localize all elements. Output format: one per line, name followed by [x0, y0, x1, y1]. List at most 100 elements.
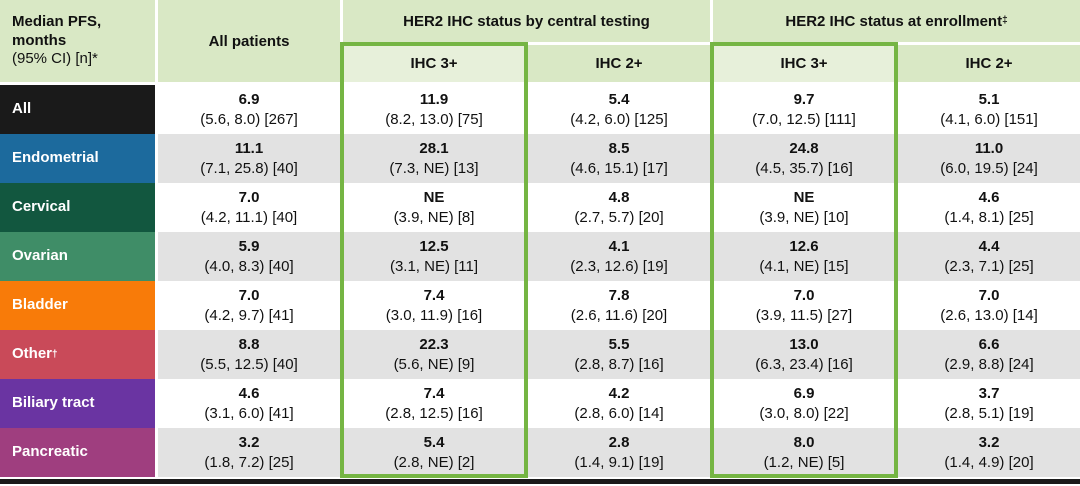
- subheader-enrollment-ihc2: IHC 2+: [898, 45, 1080, 85]
- median-value: 5.5: [608, 335, 630, 353]
- ci-n-value: (3.9, NE) [8]: [393, 208, 475, 226]
- row-label-text: Bladder: [12, 296, 68, 314]
- ci-n-value: (1.4, 9.1) [19]: [574, 453, 664, 471]
- ci-n-value: (5.6, NE) [9]: [393, 355, 475, 373]
- cell-all-col2: 11.9 (8.2, 13.0) [75]: [343, 85, 525, 134]
- cell-endometrial-col3: 8.5 (4.6, 15.1) [17]: [528, 134, 710, 183]
- median-value: 5.4: [423, 433, 445, 451]
- subheader-central-ihc3: IHC 3+: [343, 45, 525, 85]
- row-label-pancreatic: Pancreatic: [0, 428, 155, 477]
- ci-n-value: (1.4, 4.9) [20]: [944, 453, 1034, 471]
- cell-ovarian-col3: 4.1 (2.3, 12.6) [19]: [528, 232, 710, 281]
- cell-pancreatic-col4: 8.0 (1.2, NE) [5]: [713, 428, 895, 477]
- ci-n-value: (7.1, 25.8) [40]: [200, 159, 298, 177]
- ci-n-value: (4.1, NE) [15]: [759, 257, 849, 275]
- median-value: 4.1: [608, 237, 630, 255]
- median-value: 2.8: [608, 433, 630, 451]
- header-all-patients: All patients: [158, 0, 340, 85]
- median-value: 4.6: [238, 384, 260, 402]
- median-value: 11.0: [974, 139, 1004, 157]
- cell-biliary-tract-col2: 7.4 (2.8, 12.5) [16]: [343, 379, 525, 428]
- cell-cervical-col5: 4.6 (1.4, 8.1) [25]: [898, 183, 1080, 232]
- ci-n-value: (8.2, 13.0) [75]: [385, 110, 483, 128]
- ci-n-value: (7.0, 12.5) [111]: [752, 110, 856, 128]
- median-value: 3.7: [978, 384, 1000, 402]
- median-value: 24.8: [789, 139, 819, 157]
- median-value: 22.3: [419, 335, 449, 353]
- cell-other-col4: 13.0 (6.3, 23.4) [16]: [713, 330, 895, 379]
- ci-n-value: (6.3, 23.4) [16]: [755, 355, 853, 373]
- subheader-enrollment-ihc3-label: IHC 3+: [780, 55, 828, 72]
- cell-all-col3: 5.4 (4.2, 6.0) [125]: [528, 85, 710, 134]
- median-value: 6.9: [793, 384, 815, 402]
- ci-n-value: (2.3, 12.6) [19]: [570, 257, 668, 275]
- ci-n-value: (1.4, 8.1) [25]: [944, 208, 1034, 226]
- cell-endometrial-col5: 11.0 (6.0, 19.5) [24]: [898, 134, 1080, 183]
- ci-n-value: (5.5, 12.5) [40]: [200, 355, 298, 373]
- cell-cervical-col2: NE (3.9, NE) [8]: [343, 183, 525, 232]
- cell-pancreatic-col3: 2.8 (1.4, 9.1) [19]: [528, 428, 710, 477]
- median-value: 4.8: [608, 188, 630, 206]
- ci-n-value: (3.9, 11.5) [27]: [755, 306, 853, 324]
- median-value: 11.1: [234, 139, 264, 157]
- cell-endometrial-col2: 28.1 (7.3, NE) [13]: [343, 134, 525, 183]
- row-label-text: All: [12, 100, 32, 118]
- ci-n-value: (4.5, 35.7) [16]: [755, 159, 853, 177]
- median-value: 6.6: [978, 335, 1000, 353]
- table-bottom-border: [0, 479, 1080, 484]
- row-label-cervical: Cervical: [0, 183, 155, 232]
- median-value: 9.7: [793, 90, 815, 108]
- median-value: 11.9: [419, 90, 449, 108]
- table-corner-header: Median PFS, months (95% CI) [n]*: [0, 0, 155, 85]
- cell-endometrial-col4: 24.8 (4.5, 35.7) [16]: [713, 134, 895, 183]
- cell-ovarian-col1: 5.9 (4.0, 8.3) [40]: [158, 232, 340, 281]
- cell-bladder-col2: 7.4 (3.0, 11.9) [16]: [343, 281, 525, 330]
- ci-n-value: (4.2, 9.7) [41]: [204, 306, 294, 324]
- median-value: 7.4: [423, 286, 445, 304]
- median-value: 8.8: [238, 335, 260, 353]
- subheader-enrollment-ihc2-label: IHC 2+: [965, 55, 1013, 72]
- subheader-central-ihc2: IHC 2+: [528, 45, 710, 85]
- median-value: NE: [793, 188, 815, 206]
- cell-bladder-col4: 7.0 (3.9, 11.5) [27]: [713, 281, 895, 330]
- ci-n-value: (3.1, NE) [11]: [389, 257, 479, 275]
- median-value: 4.2: [608, 384, 630, 402]
- header-all-patients-label: All patients: [208, 32, 290, 50]
- row-label-text: Endometrial: [12, 149, 99, 167]
- cell-all-col1: 6.9 (5.6, 8.0) [267]: [158, 85, 340, 134]
- ci-n-value: (4.2, 6.0) [125]: [570, 110, 668, 128]
- cell-other-col3: 5.5 (2.8, 8.7) [16]: [528, 330, 710, 379]
- corner-header-line3: (95% CI) [n]*: [12, 50, 98, 68]
- subheader-central-ihc2-label: IHC 2+: [595, 55, 643, 72]
- median-value: 7.8: [608, 286, 630, 304]
- ci-n-value: (7.3, NE) [13]: [389, 159, 479, 177]
- row-label-text: Cervical: [12, 198, 71, 216]
- cell-other-col1: 8.8 (5.5, 12.5) [40]: [158, 330, 340, 379]
- cell-other-col5: 6.6 (2.9, 8.8) [24]: [898, 330, 1080, 379]
- ci-n-value: (2.3, 7.1) [25]: [944, 257, 1034, 275]
- ci-n-value: (4.6, 15.1) [17]: [570, 159, 668, 177]
- median-value: 13.0: [789, 335, 819, 353]
- median-value: 5.9: [238, 237, 260, 255]
- cell-biliary-tract-col3: 4.2 (2.8, 6.0) [14]: [528, 379, 710, 428]
- ci-n-value: (2.6, 11.6) [20]: [570, 306, 668, 324]
- ci-n-value: (1.8, 7.2) [25]: [204, 453, 294, 471]
- median-value: 7.0: [238, 286, 260, 304]
- median-value: 8.0: [793, 433, 815, 451]
- cell-ovarian-col5: 4.4 (2.3, 7.1) [25]: [898, 232, 1080, 281]
- ci-n-value: (3.1, 6.0) [41]: [204, 404, 294, 422]
- corner-header-line2: months: [12, 31, 67, 49]
- cell-cervical-col4: NE (3.9, NE) [10]: [713, 183, 895, 232]
- cell-ovarian-col2: 12.5 (3.1, NE) [11]: [343, 232, 525, 281]
- row-label-endometrial: Endometrial: [0, 134, 155, 183]
- ci-n-value: (2.8, 8.7) [16]: [574, 355, 664, 373]
- median-value: 12.5: [419, 237, 449, 255]
- ci-n-value: (6.0, 19.5) [24]: [940, 159, 1038, 177]
- cell-all-col4: 9.7 (7.0, 12.5) [111]: [713, 85, 895, 134]
- cell-bladder-col1: 7.0 (4.2, 9.7) [41]: [158, 281, 340, 330]
- cell-biliary-tract-col4: 6.9 (3.0, 8.0) [22]: [713, 379, 895, 428]
- cell-all-col5: 5.1 (4.1, 6.0) [151]: [898, 85, 1080, 134]
- row-label-all: All: [0, 85, 155, 134]
